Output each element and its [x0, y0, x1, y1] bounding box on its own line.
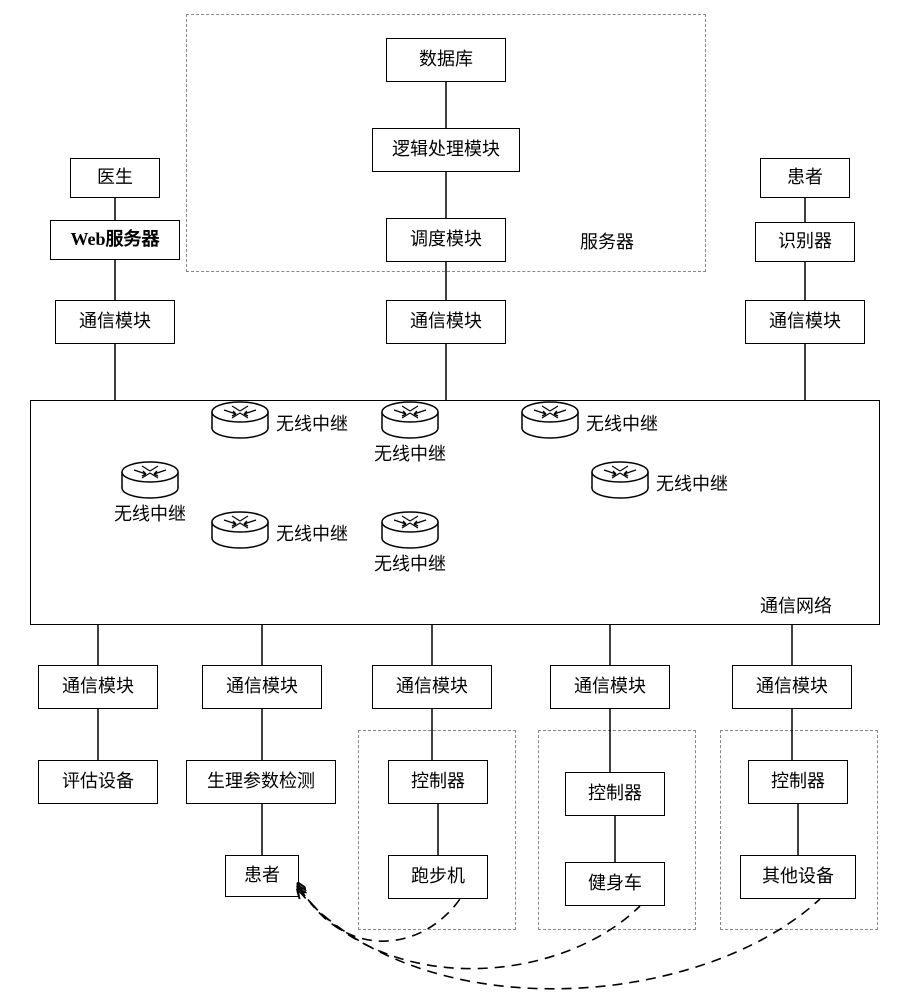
router-icon	[588, 460, 652, 505]
node-webServer: Web服务器	[50, 220, 180, 260]
router-icon	[208, 510, 272, 555]
node-commB3: 通信模块	[372, 665, 492, 709]
node-commTopRight: 通信模块	[745, 300, 865, 344]
node-commB1: 通信模块	[38, 665, 158, 709]
router-icon	[518, 400, 582, 445]
node-database: 数据库	[386, 38, 506, 82]
router-label: 无线中继	[656, 470, 728, 496]
node-identifier: 识别器	[755, 222, 855, 262]
router-icon	[378, 400, 442, 445]
node-doctor: 医生	[70, 158, 160, 198]
label-networkLabel: 通信网络	[760, 592, 832, 618]
label-serverLabel: 服务器	[580, 228, 634, 254]
router-icon	[208, 400, 272, 445]
node-commB5: 通信模块	[732, 665, 852, 709]
node-patientBottom: 患者	[225, 855, 299, 897]
node-commB2: 通信模块	[202, 665, 322, 709]
node-physio: 生理参数检测	[186, 760, 336, 804]
node-bike: 健身车	[565, 862, 665, 906]
node-evalDevice: 评估设备	[38, 760, 158, 804]
router-label: 无线中继	[114, 500, 186, 526]
router-label: 无线中继	[276, 520, 348, 546]
node-ctrl5: 控制器	[748, 760, 848, 804]
node-ctrl3: 控制器	[388, 760, 488, 804]
node-schedule: 调度模块	[386, 218, 506, 262]
node-other: 其他设备	[740, 855, 856, 899]
node-patientTopRight: 患者	[760, 158, 850, 198]
node-commTopLeft: 通信模块	[55, 300, 175, 344]
router-label: 无线中继	[586, 410, 658, 436]
router-label: 无线中继	[276, 410, 348, 436]
node-commTopMid: 通信模块	[386, 300, 506, 344]
node-logic: 逻辑处理模块	[372, 128, 520, 172]
node-ctrl4: 控制器	[565, 772, 665, 816]
node-treadmill: 跑步机	[388, 855, 488, 899]
router-label: 无线中继	[374, 550, 446, 576]
node-commB4: 通信模块	[550, 665, 670, 709]
router-label: 无线中继	[374, 440, 446, 466]
router-icon	[378, 510, 442, 555]
router-icon	[118, 460, 182, 505]
